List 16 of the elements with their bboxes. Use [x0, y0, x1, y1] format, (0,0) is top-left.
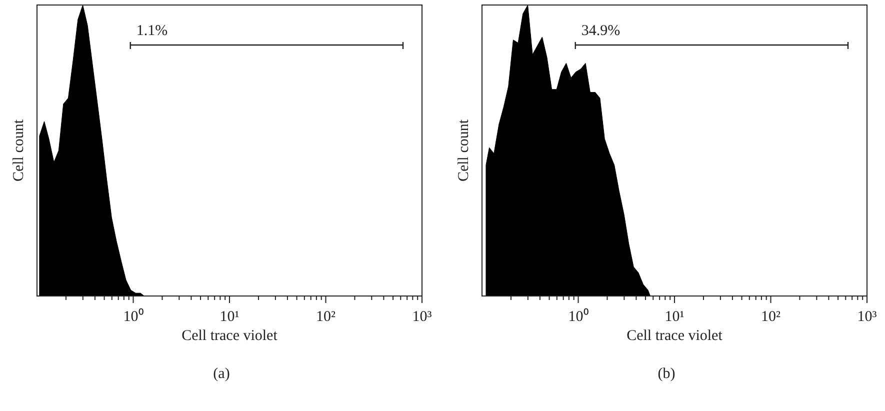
- x-axis-title: Cell trace violet: [626, 328, 724, 344]
- x-tick-label: 10²: [316, 309, 336, 325]
- text: (a): [213, 366, 230, 382]
- annotation: 34.9%: [581, 23, 620, 39]
- y-axis-title: Cell count: [456, 118, 472, 182]
- x-tick-label: 10¹: [220, 309, 240, 325]
- x-tick-label: 10²: [761, 309, 781, 325]
- x-tick-label: 10⁰: [123, 308, 144, 325]
- x-axis-title: Cell trace violet: [182, 328, 278, 344]
- x-tick-label: 10¹: [664, 309, 684, 325]
- x-tick-label: 10⁰: [568, 308, 588, 325]
- y-axis-title: Cell count: [11, 118, 27, 182]
- text: (b): [658, 366, 676, 382]
- x-tick-label: 10³: [857, 309, 878, 325]
- x-tick-label: 10³: [412, 309, 432, 325]
- annotation: 1.1%: [136, 23, 168, 39]
